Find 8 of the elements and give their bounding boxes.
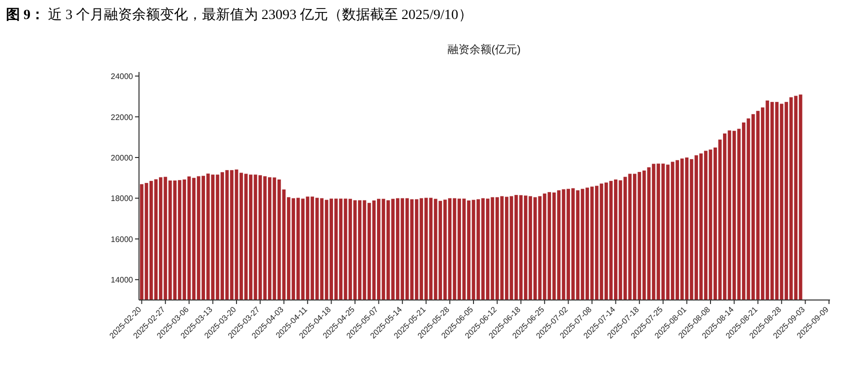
y-tick-label: 16000 — [110, 234, 134, 244]
y-tick-label: 24000 — [110, 72, 134, 82]
y-tick-label: 20000 — [110, 154, 134, 162]
chart-subtitle: 融资余额(亿元) — [447, 43, 521, 56]
y-tick-label: 18000 — [110, 194, 134, 204]
y-tick-label: 22000 — [110, 112, 134, 122]
chart-title: 图 9： 近 3 个月融资余额变化，最新值为 23093 亿元（数据截至 2025/9/10） — [6, 7, 472, 23]
y-tick-label: 14000 — [110, 276, 134, 285]
